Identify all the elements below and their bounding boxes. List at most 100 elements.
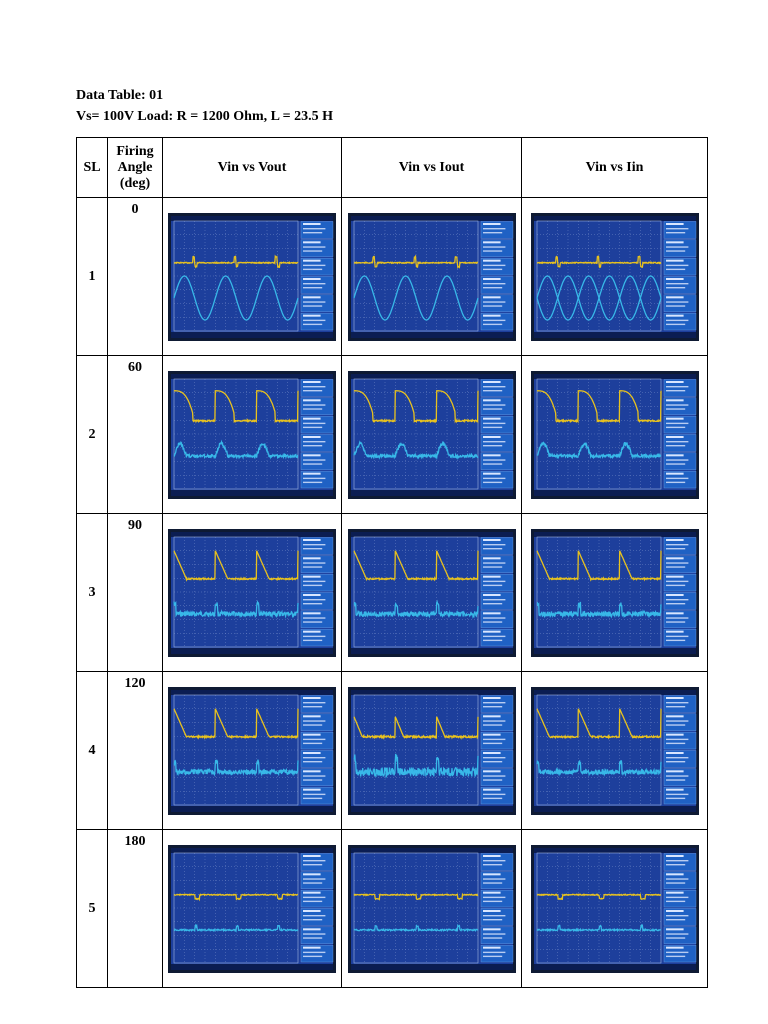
vin-vs-iout-cell xyxy=(341,829,522,988)
row-sl: 5 xyxy=(76,829,108,988)
ch2-trace xyxy=(352,923,478,932)
measure-panel-block xyxy=(300,852,334,871)
oscilloscope-photo xyxy=(347,844,516,973)
oscilloscope-photo xyxy=(530,370,699,499)
vin-vs-iout-cell xyxy=(341,197,522,356)
measure-panel-block xyxy=(663,452,696,470)
header-vin-vs-iout: Vin vs Iout xyxy=(341,137,522,198)
measure-panel-block xyxy=(300,378,334,397)
vin-vs-vout-cell xyxy=(162,355,342,514)
measure-panel-block xyxy=(480,555,513,573)
oscilloscope-screen xyxy=(168,844,336,973)
measure-panel-block xyxy=(300,433,334,452)
row-sl: 3 xyxy=(76,513,108,672)
measure-panel-block xyxy=(480,452,513,470)
measure-panel-block xyxy=(480,786,513,804)
measure-panel-block xyxy=(300,768,334,786)
measure-panel-block xyxy=(663,907,696,926)
oscilloscope-screen xyxy=(168,370,336,499)
ch2-trace xyxy=(535,440,661,460)
measure-panel-block xyxy=(300,591,334,610)
ch1-trace xyxy=(174,389,299,423)
measure-panel-block xyxy=(480,397,513,415)
measure-panel-block xyxy=(300,573,334,591)
measure-panel-block xyxy=(300,628,334,646)
measure-panel-block xyxy=(300,944,334,962)
ch1-trace xyxy=(536,892,661,900)
measure-panel-block xyxy=(300,536,334,555)
row-firing-angle: 90 xyxy=(107,513,163,672)
measure-panel-block xyxy=(480,470,513,488)
oscilloscope-photo xyxy=(530,686,699,815)
header-row: SL Firing Angle (deg) Vin vs Vout Vin vs… xyxy=(76,137,708,198)
measure-panel-block xyxy=(663,415,696,433)
measure-panel-block xyxy=(663,871,696,889)
measure-panel-block xyxy=(480,926,513,944)
oscilloscope-screen xyxy=(347,528,516,657)
measure-panel-block xyxy=(480,768,513,786)
measure-panel-block xyxy=(663,591,696,610)
table-row: 1 0 xyxy=(76,197,708,356)
vin-vs-iin-cell xyxy=(521,513,708,672)
measure-panel-block xyxy=(663,536,696,555)
measure-panel-block xyxy=(300,397,334,415)
oscilloscope-screen xyxy=(347,212,516,341)
measure-panel-block xyxy=(480,694,513,713)
table-title: Data Table: 01 xyxy=(76,88,164,103)
measure-panel-block xyxy=(300,694,334,713)
measure-panel-block xyxy=(663,749,696,768)
measure-panel-block xyxy=(663,397,696,415)
measure-panel-block xyxy=(300,555,334,573)
measure-panel-block xyxy=(480,257,513,275)
measure-panel-block xyxy=(663,433,696,452)
measure-panel-block xyxy=(480,852,513,871)
vin-vs-iout-cell xyxy=(341,671,522,830)
measure-panel-block xyxy=(300,470,334,488)
measure-panel-block xyxy=(663,944,696,962)
measure-panel-block xyxy=(480,573,513,591)
data-table: SL Firing Angle (deg) Vin vs Vout Vin vs… xyxy=(76,137,708,988)
vin-vs-iin-cell xyxy=(521,355,708,514)
measure-panel-block xyxy=(300,220,334,239)
ch2-trace xyxy=(173,923,299,933)
ch1-trace xyxy=(535,550,662,582)
row-sl: 4 xyxy=(76,671,108,830)
measure-panel-block xyxy=(300,926,334,944)
header-sl: SL xyxy=(76,137,108,198)
ch2-trace xyxy=(352,274,479,321)
oscilloscope-screen xyxy=(168,212,336,341)
measure-panel-block xyxy=(663,852,696,871)
measure-panel-block xyxy=(663,731,696,749)
ch2-trace xyxy=(535,759,662,777)
measure-panel-block xyxy=(480,889,513,907)
measure-panel-block xyxy=(300,731,334,749)
measure-panel-block xyxy=(663,889,696,907)
ch1-trace xyxy=(173,892,299,901)
row-firing-angle: 0 xyxy=(107,197,163,356)
ch1-trace xyxy=(173,253,299,269)
measure-panel-block xyxy=(663,275,696,294)
measure-panel-block xyxy=(300,415,334,433)
measure-panel-block xyxy=(300,907,334,926)
oscilloscope-photo xyxy=(347,528,516,657)
ch1-trace xyxy=(352,716,479,740)
header-firing-angle: Firing Angle (deg) xyxy=(107,137,163,198)
measure-panel-block xyxy=(480,415,513,433)
measure-panel-block xyxy=(300,610,334,628)
row-sl: 2 xyxy=(76,355,108,514)
measure-panel-block xyxy=(663,573,696,591)
oscilloscope-screen xyxy=(530,844,699,973)
oscilloscope-photo xyxy=(530,844,699,973)
table-row: 3 90 xyxy=(76,513,708,672)
oscilloscope-screen xyxy=(530,528,699,657)
measure-panel-block xyxy=(480,220,513,239)
ch1-trace xyxy=(173,550,299,582)
row-sl: 1 xyxy=(76,197,108,356)
measure-panel-block xyxy=(480,378,513,397)
oscilloscope-photo xyxy=(168,844,336,973)
measure-panel-block xyxy=(663,768,696,786)
header-vin-vs-vout: Vin vs Vout xyxy=(162,137,342,198)
measure-panel-block xyxy=(480,275,513,294)
row-firing-angle: 60 xyxy=(107,355,163,514)
vin-vs-iin-cell xyxy=(521,829,708,988)
